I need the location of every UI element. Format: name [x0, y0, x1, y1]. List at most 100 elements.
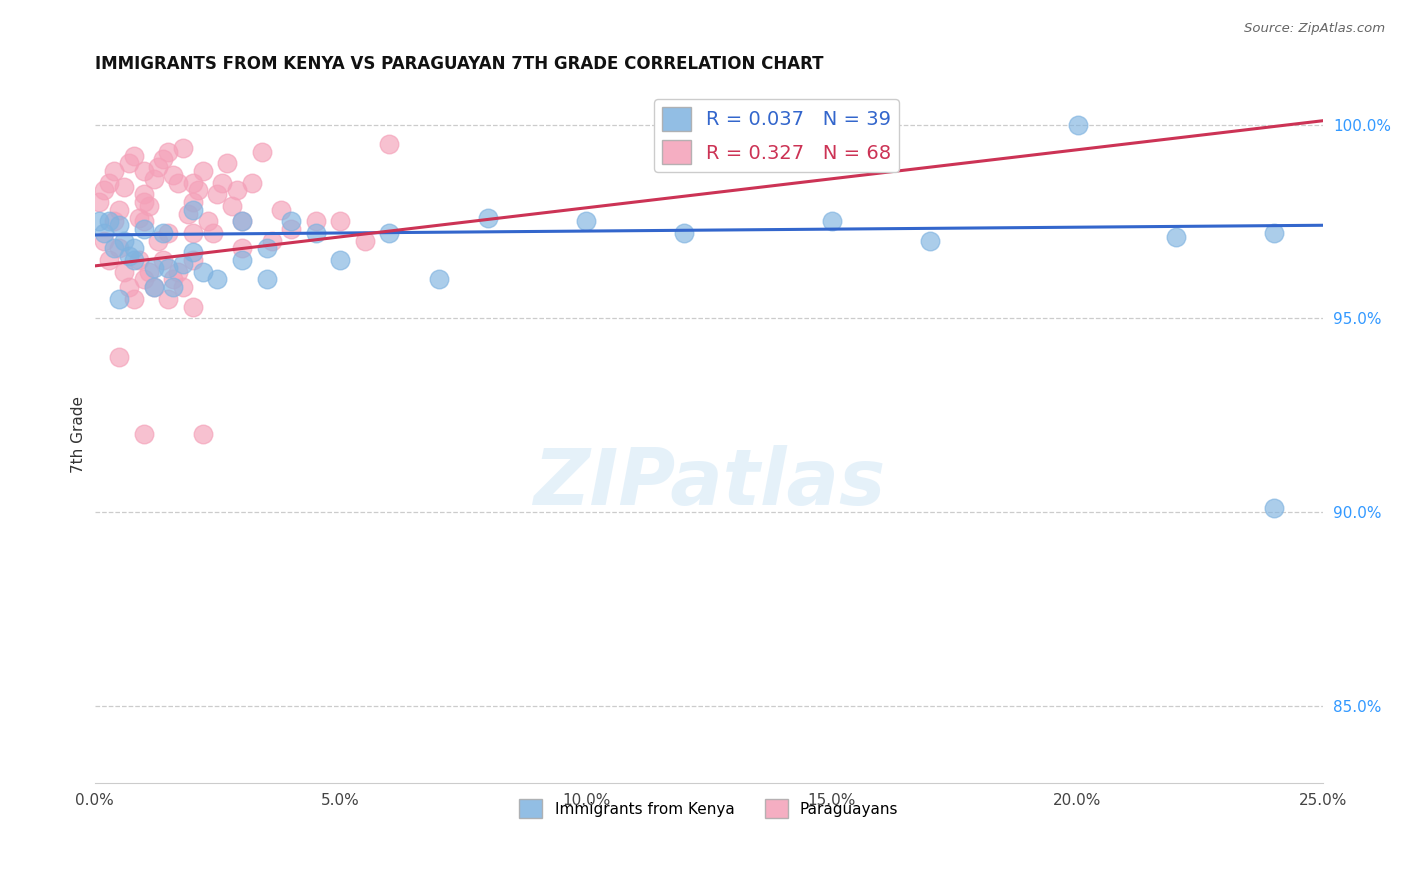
- Point: [118, 156, 141, 170]
- Point: [1066, 118, 1088, 132]
- Point: [191, 427, 214, 442]
- Point: [108, 350, 131, 364]
- Point: [103, 164, 125, 178]
- Point: [256, 242, 278, 256]
- Point: [920, 234, 942, 248]
- Point: [89, 194, 111, 209]
- Point: [217, 156, 239, 170]
- Point: [122, 148, 145, 162]
- Point: [181, 202, 204, 217]
- Point: [181, 245, 204, 260]
- Point: [378, 136, 401, 151]
- Point: [477, 211, 499, 225]
- Point: [575, 214, 598, 228]
- Point: [201, 226, 224, 240]
- Point: [132, 164, 155, 178]
- Point: [157, 292, 180, 306]
- Point: [162, 272, 184, 286]
- Point: [93, 226, 115, 240]
- Point: [138, 199, 160, 213]
- Point: [181, 300, 204, 314]
- Point: [157, 145, 180, 159]
- Point: [142, 260, 165, 275]
- Point: [181, 226, 204, 240]
- Point: [280, 222, 302, 236]
- Point: [142, 280, 165, 294]
- Point: [207, 187, 229, 202]
- Point: [108, 292, 131, 306]
- Point: [152, 253, 174, 268]
- Point: [128, 253, 150, 268]
- Point: [103, 242, 125, 256]
- Point: [226, 183, 249, 197]
- Point: [231, 253, 253, 268]
- Point: [108, 242, 131, 256]
- Point: [280, 214, 302, 228]
- Point: [172, 257, 194, 271]
- Point: [231, 242, 253, 256]
- Point: [132, 187, 155, 202]
- Point: [118, 249, 141, 263]
- Point: [821, 214, 844, 228]
- Point: [112, 179, 135, 194]
- Point: [157, 260, 180, 275]
- Point: [122, 253, 145, 268]
- Point: [162, 168, 184, 182]
- Point: [211, 176, 233, 190]
- Point: [93, 234, 115, 248]
- Point: [240, 176, 263, 190]
- Point: [152, 153, 174, 167]
- Point: [157, 226, 180, 240]
- Point: [191, 265, 214, 279]
- Text: Source: ZipAtlas.com: Source: ZipAtlas.com: [1244, 22, 1385, 36]
- Point: [112, 265, 135, 279]
- Point: [207, 272, 229, 286]
- Point: [167, 176, 190, 190]
- Point: [305, 226, 328, 240]
- Text: ZIPatlas: ZIPatlas: [533, 445, 884, 521]
- Point: [427, 272, 450, 286]
- Point: [260, 234, 283, 248]
- Point: [162, 280, 184, 294]
- Point: [89, 214, 111, 228]
- Point: [98, 214, 121, 228]
- Text: IMMIGRANTS FROM KENYA VS PARAGUAYAN 7TH GRADE CORRELATION CHART: IMMIGRANTS FROM KENYA VS PARAGUAYAN 7TH …: [94, 55, 823, 73]
- Point: [197, 214, 219, 228]
- Point: [108, 202, 131, 217]
- Point: [305, 214, 328, 228]
- Point: [122, 242, 145, 256]
- Point: [132, 222, 155, 236]
- Point: [673, 226, 696, 240]
- Point: [221, 199, 243, 213]
- Point: [329, 253, 352, 268]
- Point: [187, 183, 209, 197]
- Point: [118, 280, 141, 294]
- Point: [132, 194, 155, 209]
- Y-axis label: 7th Grade: 7th Grade: [72, 396, 86, 473]
- Point: [108, 219, 131, 233]
- Point: [181, 194, 204, 209]
- Point: [138, 265, 160, 279]
- Point: [256, 272, 278, 286]
- Point: [98, 253, 121, 268]
- Point: [128, 211, 150, 225]
- Point: [122, 292, 145, 306]
- Point: [93, 183, 115, 197]
- Point: [132, 272, 155, 286]
- Point: [270, 202, 292, 217]
- Point: [378, 226, 401, 240]
- Point: [132, 427, 155, 442]
- Point: [177, 206, 200, 220]
- Point: [1263, 226, 1285, 240]
- Legend: Immigrants from Kenya, Paraguayans: Immigrants from Kenya, Paraguayans: [513, 793, 904, 824]
- Point: [191, 164, 214, 178]
- Point: [142, 171, 165, 186]
- Point: [250, 145, 273, 159]
- Point: [103, 214, 125, 228]
- Point: [231, 214, 253, 228]
- Point: [142, 280, 165, 294]
- Point: [132, 214, 155, 228]
- Point: [1164, 230, 1187, 244]
- Point: [172, 280, 194, 294]
- Point: [231, 214, 253, 228]
